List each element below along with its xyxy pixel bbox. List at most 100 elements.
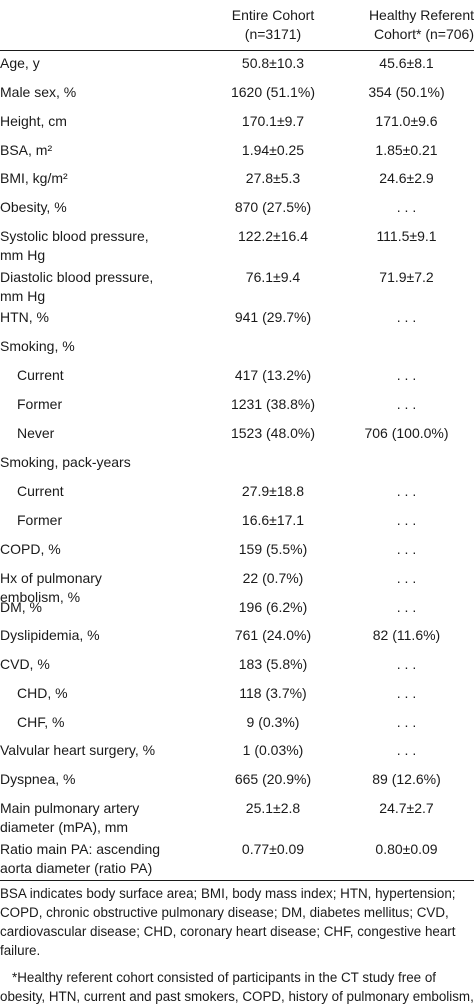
entire-cohort-value: 196 (6.2%) bbox=[238, 599, 308, 615]
entire-cohort-value: 761 (24.0%) bbox=[234, 627, 312, 643]
healthy-referent-value: 45.6±8.1 bbox=[379, 55, 434, 71]
row-label-line1: BMI, kg/m² bbox=[0, 170, 68, 186]
entire-cohort-value: 1523 (48.0%) bbox=[230, 425, 316, 441]
row-label: Dyspnea, % bbox=[0, 770, 215, 789]
entire-cohort-value: 25.1±2.8 bbox=[245, 800, 301, 816]
healthy-referent-value: . . . bbox=[396, 541, 417, 557]
healthy-referent-value: . . . bbox=[396, 483, 417, 499]
healthy-referent-value: . . . bbox=[396, 742, 417, 758]
footnote-abbreviations: BSA indicates body surface area; BMI, bo… bbox=[0, 886, 456, 958]
row-label: Diastolic blood pressure, mm Hg bbox=[0, 268, 215, 306]
healthy-referent-value: 24.6±2.9 bbox=[379, 170, 434, 186]
healthy-referent-value: 1.85±0.21 bbox=[375, 142, 438, 158]
header-rule bbox=[0, 50, 474, 51]
entire-cohort-value: 1620 (51.1%) bbox=[230, 84, 316, 100]
healthy-referent-value: . . . bbox=[396, 656, 417, 672]
row-label-line1: Former bbox=[17, 512, 63, 528]
row-label: Current bbox=[17, 482, 217, 501]
row-label-line1: Age, y bbox=[0, 55, 40, 71]
row-label: CVD, % bbox=[0, 655, 215, 674]
row-label: Male sex, % bbox=[0, 83, 215, 102]
entire-cohort-value: 122.2±16.4 bbox=[238, 228, 308, 244]
row-label: Smoking, % bbox=[0, 337, 215, 356]
row-label: Smoking, pack-years bbox=[0, 453, 215, 472]
row-label: Age, y bbox=[0, 54, 215, 73]
row-label-line2: mm Hg bbox=[0, 288, 46, 304]
healthy-referent-value: 89 (12.6%) bbox=[372, 771, 441, 787]
healthy-referent-value: . . . bbox=[396, 599, 417, 615]
row-label: Height, cm bbox=[0, 112, 215, 131]
healthy-referent-value: . . . bbox=[396, 396, 417, 412]
healthy-referent-value: 706 (100.0%) bbox=[364, 425, 449, 441]
row-label-line1: Ratio main PA: ascending bbox=[0, 841, 161, 857]
row-label: BMI, kg/m² bbox=[0, 169, 215, 188]
footnote-healthy-referent: *Healthy referent cohort consisted of pa… bbox=[0, 970, 474, 1004]
table-header: Entire Cohort (n=3171) Healthy Referent … bbox=[0, 0, 474, 50]
healthy-referent-value: . . . bbox=[396, 685, 417, 701]
row-label-line1: Smoking, pack-years bbox=[0, 454, 131, 470]
row-label-line1: Height, cm bbox=[0, 113, 67, 129]
entire-cohort-value: 50.8±10.3 bbox=[241, 55, 305, 71]
row-label: Hx of pulmonary embolism, % bbox=[0, 569, 215, 607]
row-label: Current bbox=[17, 366, 217, 385]
row-label: CHD, % bbox=[17, 684, 217, 703]
row-label: Ratio main PA: ascending aorta diameter (… bbox=[0, 840, 215, 878]
row-label-line1: Hx of pulmonary bbox=[0, 570, 102, 586]
row-label-line1: Former bbox=[17, 396, 63, 412]
row-label-line2: embolism, % bbox=[0, 589, 81, 605]
healthy-referent-value: 171.0±9.6 bbox=[375, 113, 438, 129]
row-label-line1: Main pulmonary artery bbox=[0, 800, 140, 816]
healthy-referent-value: 111.5±9.1 bbox=[376, 228, 437, 244]
healthy-referent-value: . . . bbox=[396, 309, 417, 325]
row-label: Obesity, % bbox=[0, 198, 215, 217]
row-label: Dyslipidemia, % bbox=[0, 626, 215, 645]
row-label-line2: aorta diameter (ratio PA) bbox=[0, 860, 153, 876]
row-label: Main pulmonary artery diameter (mPA), mm bbox=[0, 799, 215, 837]
header-entire-cohort: Entire Cohort (n=3171) bbox=[231, 7, 315, 42]
row-label-line1: Obesity, % bbox=[0, 199, 67, 215]
row-label: HTN, % bbox=[0, 308, 215, 327]
entire-cohort-value: 1 (0.03%) bbox=[242, 742, 304, 758]
row-label: Valvular heart surgery, % bbox=[0, 741, 215, 760]
healthy-referent-value: . . . bbox=[396, 714, 417, 730]
entire-cohort-value: 27.9±18.8 bbox=[241, 483, 305, 499]
row-label-line1: COPD, % bbox=[0, 541, 61, 557]
healthy-referent-value: . . . bbox=[396, 512, 417, 528]
row-label-line1: CHF, % bbox=[17, 714, 65, 730]
row-label-line1: CVD, % bbox=[0, 656, 50, 672]
row-label: Former bbox=[17, 511, 217, 530]
healthy-referent-value: 0.80±0.09 bbox=[375, 841, 438, 857]
row-label-line1: Dyslipidemia, % bbox=[0, 627, 100, 643]
bottom-rule bbox=[0, 880, 474, 881]
row-label: BSA, m² bbox=[0, 141, 215, 160]
row-label-line1: Dyspnea, % bbox=[0, 771, 76, 787]
row-label-line1: Current bbox=[17, 483, 64, 499]
entire-cohort-value: 16.6±17.1 bbox=[241, 512, 305, 528]
entire-cohort-value: 665 (20.9%) bbox=[234, 771, 312, 787]
row-label-line1: Systolic blood pressure, bbox=[0, 228, 149, 244]
row-label-line1: Smoking, % bbox=[0, 338, 75, 354]
entire-cohort-value: 22 (0.7%) bbox=[242, 570, 304, 586]
row-label-line2: mm Hg bbox=[0, 247, 46, 263]
entire-cohort-value: 76.1±9.4 bbox=[245, 269, 301, 285]
healthy-referent-value: . . . bbox=[396, 570, 417, 586]
healthy-referent-value: 354 (50.1%) bbox=[368, 84, 445, 100]
entire-cohort-value: 159 (5.5%) bbox=[238, 541, 308, 557]
footnotes: BSA indicates body surface area; BMI, bo… bbox=[0, 884, 474, 1006]
row-label-line1: CHD, % bbox=[17, 685, 68, 701]
row-label-line1: DM, % bbox=[0, 599, 42, 615]
entire-cohort-value: 170.1±9.7 bbox=[241, 113, 305, 129]
healthy-referent-value: 82 (11.6%) bbox=[372, 627, 441, 643]
row-label-line1: Valvular heart surgery, % bbox=[0, 742, 156, 758]
healthy-referent-value: . . . bbox=[396, 367, 417, 383]
entire-cohort-value: 1.94±0.25 bbox=[241, 142, 305, 158]
header-healthy-referent: Healthy Referent Cohort* (n=706) bbox=[368, 7, 474, 42]
row-label-line1: Diastolic blood pressure, bbox=[0, 269, 154, 285]
entire-cohort-value: 0.77±0.09 bbox=[241, 841, 305, 857]
row-label-line1: BSA, m² bbox=[0, 142, 53, 158]
entire-cohort-value: 941 (29.7%) bbox=[234, 309, 312, 325]
healthy-referent-value: . . . bbox=[396, 199, 417, 215]
entire-cohort-value: 183 (5.8%) bbox=[238, 656, 308, 672]
row-label-line1: Male sex, % bbox=[0, 84, 77, 100]
healthy-referent-value: 71.9±7.2 bbox=[379, 269, 434, 285]
